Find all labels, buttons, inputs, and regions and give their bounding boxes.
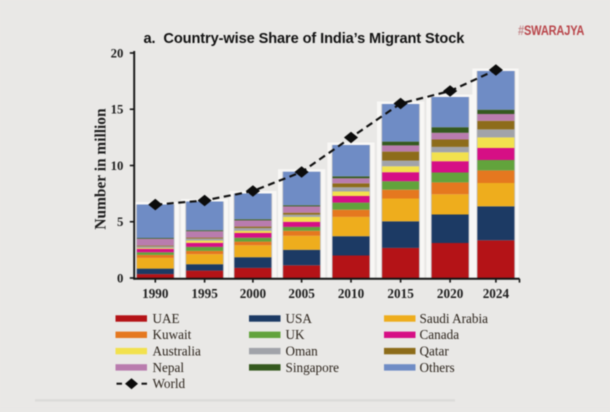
svg-text:Australia: Australia [153, 344, 201, 359]
svg-text:Qatar: Qatar [420, 344, 450, 359]
svg-text:2000: 2000 [240, 286, 267, 301]
svg-text:Saudi Arabia: Saudi Arabia [420, 311, 489, 326]
svg-text:a. Country-wise Share of Indi: a. Country-wise Share of India’s Migrant… [144, 31, 466, 47]
svg-text:#SWARAJYA: #SWARAJYA [518, 23, 584, 38]
svg-text:2020: 2020 [437, 286, 464, 301]
svg-text:2024: 2024 [483, 286, 510, 301]
svg-text:2005: 2005 [288, 286, 315, 301]
svg-text:USA: USA [286, 311, 313, 326]
svg-text:0: 0 [117, 271, 123, 285]
svg-text:Singapore: Singapore [286, 360, 340, 375]
svg-text:Nepal: Nepal [153, 360, 185, 375]
svg-text:Others: Others [420, 360, 455, 375]
svg-text:Number in million: Number in million [92, 108, 109, 230]
svg-text:UAE: UAE [153, 311, 180, 326]
svg-text:2015: 2015 [387, 286, 414, 301]
svg-text:World: World [153, 376, 186, 391]
svg-text:UK: UK [286, 327, 306, 342]
svg-text:Kuwait: Kuwait [153, 327, 192, 342]
svg-text:5: 5 [117, 215, 123, 229]
svg-text:Oman: Oman [286, 344, 319, 359]
svg-text:15: 15 [111, 103, 124, 117]
svg-text:1990: 1990 [142, 286, 169, 301]
svg-text:1995: 1995 [191, 286, 218, 301]
svg-text:Canada: Canada [420, 327, 460, 342]
svg-text:20: 20 [111, 46, 124, 60]
svg-text:2010: 2010 [338, 286, 365, 301]
svg-text:10: 10 [111, 159, 124, 173]
